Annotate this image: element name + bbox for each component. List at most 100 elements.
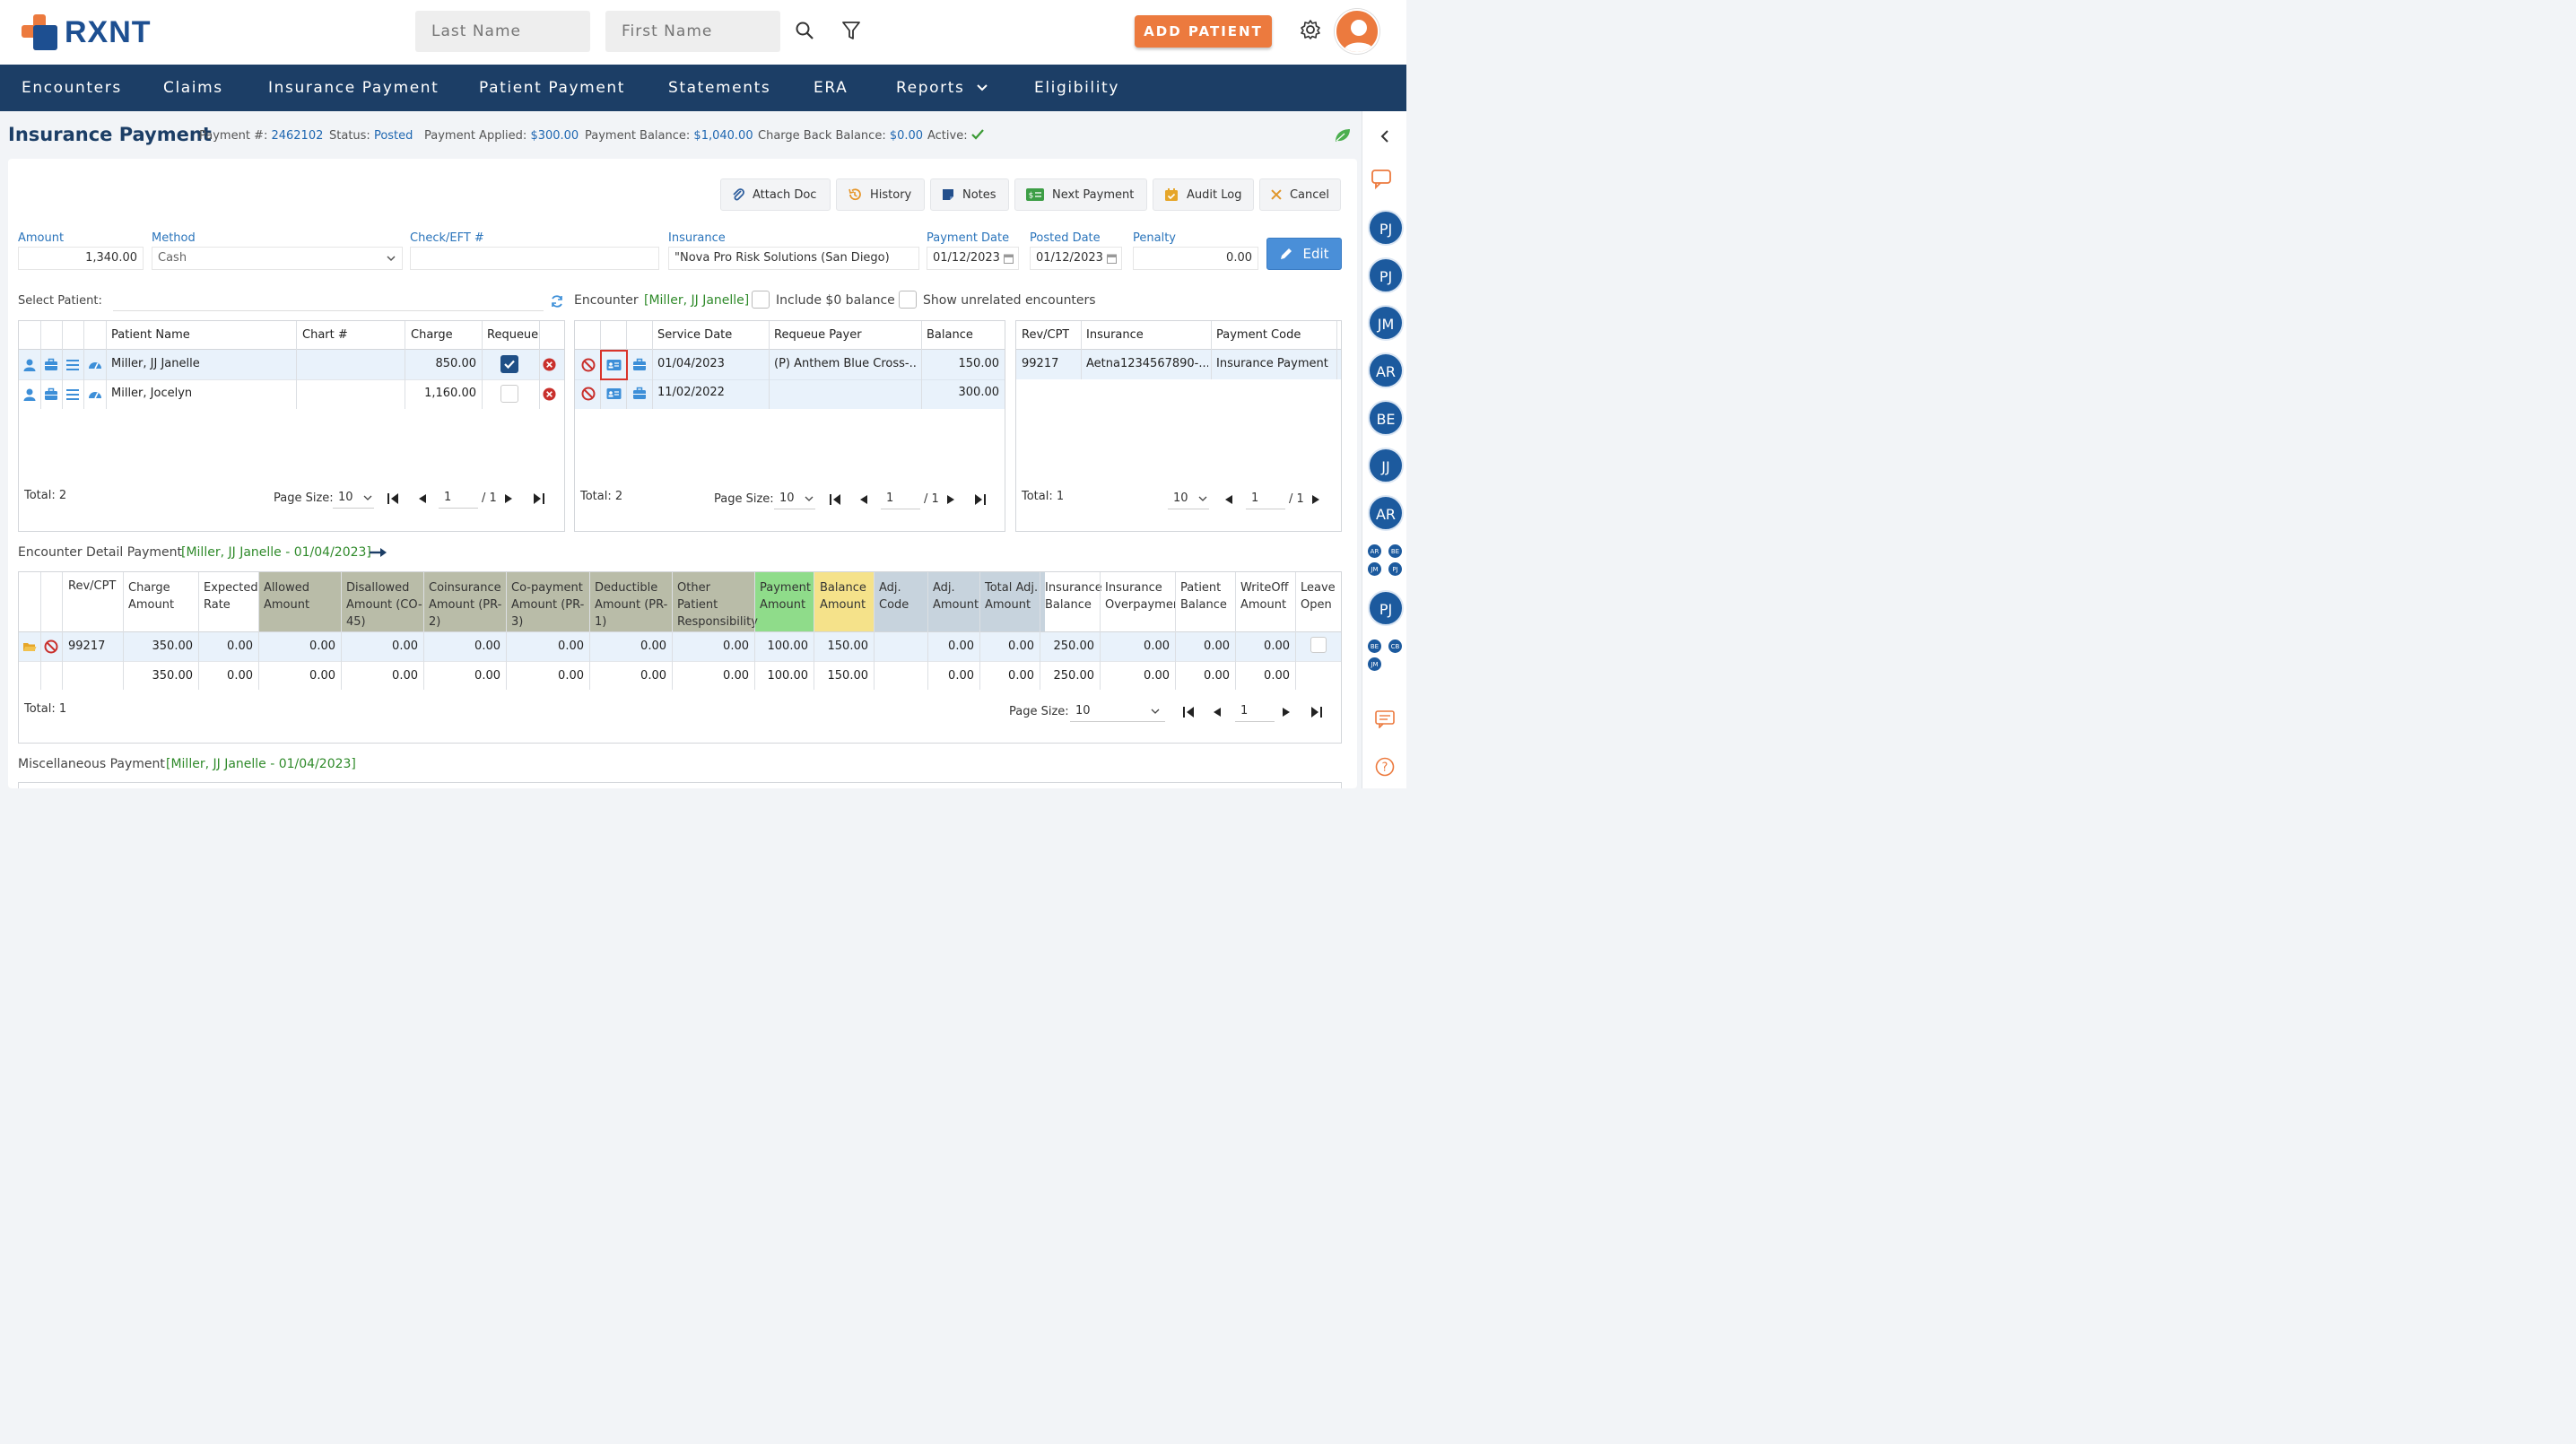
audit-log-button[interactable]: Audit Log <box>1153 178 1254 211</box>
col-payment-code[interactable]: Payment Code <box>1216 328 1301 342</box>
cancel-button[interactable]: Cancel <box>1259 178 1341 211</box>
remove-circle-icon[interactable] <box>543 358 556 371</box>
col-insurance-overpayment[interactable]: Insurance Overpaymen <box>1105 581 1175 612</box>
avatar-pj-1[interactable]: PJ <box>1368 210 1404 246</box>
id-card-icon[interactable] <box>606 358 622 372</box>
dashboard-gauge-icon[interactable] <box>88 358 102 372</box>
detail-coinsurance-amount[interactable]: 0.00 <box>474 639 500 653</box>
chevron-down-icon[interactable] <box>976 83 988 92</box>
ban-icon[interactable] <box>581 387 596 401</box>
col-chart[interactable]: Chart # <box>302 328 348 342</box>
avatar-be[interactable]: BE <box>1368 400 1404 436</box>
show-unrelated-checkbox[interactable] <box>899 291 917 309</box>
filter-icon[interactable] <box>841 20 861 41</box>
person-icon[interactable] <box>22 358 37 372</box>
col-requeue-payer[interactable]: Requeue Payer <box>774 328 862 342</box>
col-writeoff-amount[interactable]: WriteOff Amount <box>1240 581 1289 612</box>
gear-icon[interactable] <box>1300 19 1321 40</box>
avatar-jj[interactable]: JJ <box>1368 448 1404 483</box>
col-charge[interactable]: Charge <box>411 328 453 342</box>
col-insurance-balance[interactable]: Insurance Balance <box>1045 581 1102 612</box>
nav-claims[interactable]: Claims <box>163 79 223 97</box>
user-avatar[interactable] <box>1335 9 1379 54</box>
ban-icon[interactable] <box>581 358 596 372</box>
col-payment-amount[interactable]: Payment Amount <box>760 581 811 612</box>
avatar-pj-2[interactable]: PJ <box>1368 257 1404 293</box>
last-page-icon[interactable] <box>1310 706 1323 718</box>
search-icon[interactable] <box>795 21 814 40</box>
leaf-icon[interactable] <box>1334 127 1352 144</box>
include-zero-checkbox[interactable] <box>752 291 770 309</box>
nav-reports[interactable]: Reports <box>896 79 965 97</box>
nav-encounters[interactable]: Encounters <box>22 79 122 97</box>
next-page-icon[interactable] <box>503 493 514 504</box>
col-adj-code[interactable]: Adj. Code <box>879 581 909 612</box>
last-name-input[interactable] <box>415 11 590 52</box>
encounters-page-input[interactable]: 1 <box>881 488 920 509</box>
menu-lines-icon[interactable] <box>65 387 80 402</box>
table-row[interactable] <box>575 350 1005 379</box>
prev-page-icon[interactable] <box>1212 707 1223 718</box>
detail-allowed-amount[interactable]: 0.00 <box>309 639 335 653</box>
col-balance-amount[interactable]: Balance Amount <box>820 581 866 612</box>
insurance-input[interactable]: "Nova Pro Risk Solutions (San Diego) <box>668 247 919 270</box>
history-button[interactable]: History <box>836 178 925 211</box>
detail-other-patient-responsibility[interactable]: 0.00 <box>723 639 749 653</box>
col-rev-cpt[interactable]: Rev/CPT <box>1022 328 1070 342</box>
detail-disallowed-amount[interactable]: 0.00 <box>392 639 418 653</box>
col-expected-rate[interactable]: Expected Rate <box>204 581 258 612</box>
next-page-icon[interactable] <box>1310 494 1321 505</box>
table-row[interactable] <box>19 379 564 409</box>
folder-open-icon[interactable] <box>22 639 37 654</box>
col-leave-open[interactable]: Leave Open <box>1301 581 1336 612</box>
patient-name[interactable]: Miller, Jocelyn <box>111 387 193 400</box>
col-patient-name[interactable]: Patient Name <box>111 328 190 342</box>
collapse-chevron-icon[interactable] <box>1379 129 1391 144</box>
payment-date-input[interactable]: 01/12/2023 <box>927 247 1019 270</box>
first-page-icon[interactable] <box>387 492 399 505</box>
col-rev-cpt[interactable]: Rev/CPT <box>68 579 117 593</box>
first-name-input[interactable] <box>605 11 780 52</box>
prev-page-icon[interactable] <box>858 494 869 505</box>
notes-button[interactable]: Notes <box>930 178 1009 211</box>
table-row[interactable] <box>19 632 1341 662</box>
help-icon[interactable]: ? <box>1375 757 1395 777</box>
next-page-icon[interactable] <box>945 494 956 505</box>
requeue-checkbox-checked[interactable] <box>500 355 518 373</box>
refresh-icon[interactable] <box>550 294 564 309</box>
encounter-service-date[interactable]: 01/04/2023 <box>657 357 725 370</box>
col-patient-balance[interactable]: Patient Balance <box>1180 581 1227 612</box>
nav-eligibility[interactable]: Eligibility <box>1034 79 1119 97</box>
detail-deductible-amount[interactable]: 0.00 <box>640 639 666 653</box>
col-balance[interactable]: Balance <box>927 328 973 342</box>
chat-bubbles-icon[interactable] <box>1371 169 1396 192</box>
encounters-page-size-select[interactable]: 10 <box>774 488 815 509</box>
col-coinsurance-amount[interactable]: Coinsurance Amount (PR-2) <box>429 581 502 629</box>
calendar-icon[interactable] <box>1004 253 1014 264</box>
avatar-ar-1[interactable]: AR <box>1368 352 1404 388</box>
requeue-checkbox[interactable] <box>500 385 518 403</box>
briefcase-icon[interactable] <box>632 358 647 372</box>
add-patient-button[interactable]: ADD PATIENT <box>1135 15 1272 48</box>
encounter-service-date[interactable]: 11/02/2022 <box>657 386 725 399</box>
charge-cpt[interactable]: 99217 <box>1022 357 1059 370</box>
patient-name[interactable]: Miller, JJ Janelle <box>111 357 200 370</box>
edit-button[interactable]: Edit <box>1266 238 1342 270</box>
select-patient-input[interactable] <box>113 290 544 311</box>
col-disallowed-amount[interactable]: Disallowed Amount (CO-45) <box>346 581 422 629</box>
patients-page-size-select[interactable]: 10 <box>333 487 374 509</box>
col-copayment-amount[interactable]: Co-payment Amount (PR-3) <box>511 581 585 629</box>
posted-date-input[interactable]: 01/12/2023 <box>1030 247 1122 270</box>
avatar-jm[interactable]: JM <box>1368 305 1404 341</box>
col-charge-amount[interactable]: Charge Amount <box>128 581 175 612</box>
nav-statements[interactable]: Statements <box>668 79 771 97</box>
remove-circle-icon[interactable] <box>543 387 556 401</box>
check-eft-input[interactable] <box>410 247 659 270</box>
message-icon[interactable] <box>1375 710 1395 728</box>
first-page-icon[interactable] <box>1182 706 1195 718</box>
nav-era[interactable]: ERA <box>814 79 849 97</box>
patients-page-input[interactable]: 1 <box>439 487 478 509</box>
payment-number-value[interactable]: 2462102 <box>271 129 324 143</box>
briefcase-icon[interactable] <box>632 387 647 401</box>
briefcase-icon[interactable] <box>44 358 58 372</box>
